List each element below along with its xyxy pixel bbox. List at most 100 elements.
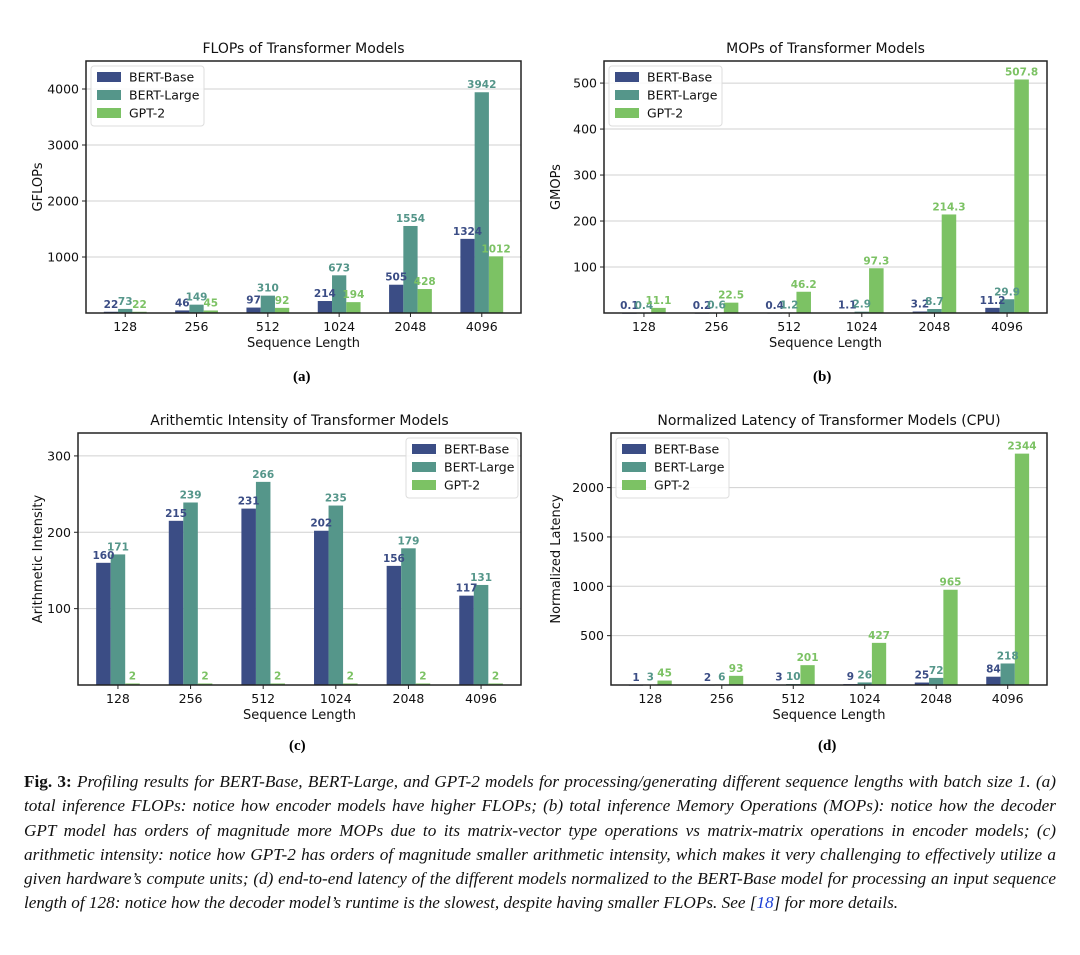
bar-bert-large — [1000, 663, 1015, 685]
data-label: 231 — [238, 496, 260, 508]
bar-bert-large — [401, 548, 416, 685]
chart-title: MOPs of Transformer Models — [726, 41, 925, 57]
data-label: 310 — [257, 283, 279, 295]
bar-bert-base — [168, 520, 184, 685]
data-label: 507.8 — [1005, 66, 1038, 78]
figure-caption: Fig. 3: Profiling results for BERT-Base,… — [24, 770, 1056, 916]
data-label: 160 — [92, 550, 114, 562]
bar-bert-large — [473, 584, 489, 685]
data-label: 2344 — [1007, 441, 1036, 453]
bar-gpt-2 — [346, 302, 361, 313]
data-label: 1012 — [481, 243, 510, 255]
y-tick-label: 2000 — [47, 194, 79, 209]
x-tick-label: 4096 — [991, 319, 1023, 334]
x-tick-label: 128 — [113, 319, 137, 334]
x-tick-label: 2048 — [920, 691, 952, 706]
legend-swatch — [622, 444, 646, 454]
data-label: 3942 — [467, 79, 496, 91]
x-tick-label: 128 — [106, 691, 130, 706]
sublabel-c: (c) — [289, 738, 306, 754]
plot-frame — [610, 432, 1048, 686]
data-label: 1 — [632, 672, 639, 684]
x-tick-label: 512 — [256, 319, 280, 334]
legend-label: BERT-Large — [129, 88, 200, 103]
x-tick-label: 512 — [251, 691, 275, 706]
bar-gpt-2 — [941, 214, 957, 313]
legend-swatch — [622, 462, 646, 472]
y-axis-label: GFLOPs — [31, 162, 46, 211]
bar-gpt-2 — [197, 683, 213, 685]
legend-label: GPT-2 — [654, 478, 690, 493]
x-tick-label: 1024 — [846, 319, 878, 334]
data-label: 46 — [175, 297, 190, 309]
x-tick-label: 512 — [777, 319, 801, 334]
y-tick-label: 400 — [573, 122, 597, 137]
data-label: 235 — [325, 493, 347, 505]
bar-bert-large — [999, 299, 1015, 313]
bar-bert-base — [175, 310, 190, 313]
citation-link[interactable]: 18 — [756, 893, 774, 913]
bar-gpt-2 — [488, 256, 504, 313]
data-label: 117 — [456, 583, 478, 595]
bar-gpt-2 — [651, 307, 666, 313]
legend-label: BERT-Base — [647, 70, 713, 85]
y-axis-label: Arithmetic Intensity — [31, 494, 46, 623]
bar-gpt-2 — [871, 642, 887, 685]
data-label: 266 — [252, 469, 274, 481]
data-label: 156 — [383, 553, 405, 565]
legend-swatch — [622, 480, 646, 490]
chart-title: Normalized Latency of Transformer Models… — [657, 413, 1000, 429]
data-label: 215 — [165, 508, 187, 520]
data-label: 22.5 — [718, 290, 744, 302]
data-label: 10 — [786, 671, 801, 683]
legend: BERT-Base BERT-Large GPT-2 — [405, 437, 519, 499]
legend-swatch — [412, 462, 436, 472]
data-label: 179 — [397, 535, 419, 547]
chart-mops: MOPs of Transformer Models 100 200 300 400 50… — [549, 41, 1048, 351]
legend-label: GPT-2 — [647, 106, 683, 121]
bar-gpt-2 — [800, 665, 815, 685]
data-label: 427 — [868, 630, 890, 642]
y-tick-label: 3000 — [47, 138, 79, 153]
x-tick-label: 1024 — [323, 319, 355, 334]
legend-swatch — [615, 72, 639, 82]
x-tick-label: 4096 — [992, 691, 1024, 706]
bar-gpt-2 — [723, 302, 739, 313]
data-label: 97 — [246, 295, 261, 307]
data-label: 3.2 — [911, 299, 930, 311]
y-axis-label: GMOPs — [549, 164, 564, 210]
sublabel-d: (d) — [818, 738, 837, 754]
legend-swatch — [97, 90, 121, 100]
x-tick-label: 128 — [632, 319, 656, 334]
y-tick-label: 1000 — [47, 250, 79, 265]
data-label: 194 — [342, 289, 364, 301]
data-label: 0.1 — [620, 300, 639, 312]
data-label: 673 — [328, 262, 350, 274]
data-label: 2 — [347, 670, 354, 682]
data-label: 201 — [797, 652, 819, 664]
bar-bert-large — [260, 295, 275, 313]
data-label: 0.4 — [635, 300, 654, 312]
data-label: 2 — [419, 670, 426, 682]
sublabel-a: (a) — [293, 369, 311, 385]
bar-gpt-2 — [270, 683, 285, 685]
data-label: 171 — [107, 541, 129, 553]
bar-bert-base — [460, 238, 475, 313]
data-label: 1.2 — [780, 299, 799, 311]
data-label: 202 — [310, 518, 332, 530]
data-label: 1.1 — [838, 299, 857, 311]
bar-bert-base — [986, 676, 1001, 685]
data-label: 11.2 — [980, 295, 1006, 307]
legend-swatch — [97, 108, 121, 118]
plot-frame — [85, 60, 522, 314]
bar-gpt-2 — [1014, 79, 1029, 313]
data-label: 6 — [718, 671, 725, 683]
bar-bert-base — [914, 682, 930, 685]
y-tick-label: 1000 — [572, 579, 604, 594]
x-axis-label: Sequence Length — [772, 708, 885, 723]
bar-gpt-2 — [728, 675, 744, 685]
y-tick-label: 300 — [47, 448, 71, 463]
bar-bert-large — [328, 505, 344, 685]
data-label: 0.6 — [707, 300, 726, 312]
bar-bert-base — [317, 301, 333, 313]
